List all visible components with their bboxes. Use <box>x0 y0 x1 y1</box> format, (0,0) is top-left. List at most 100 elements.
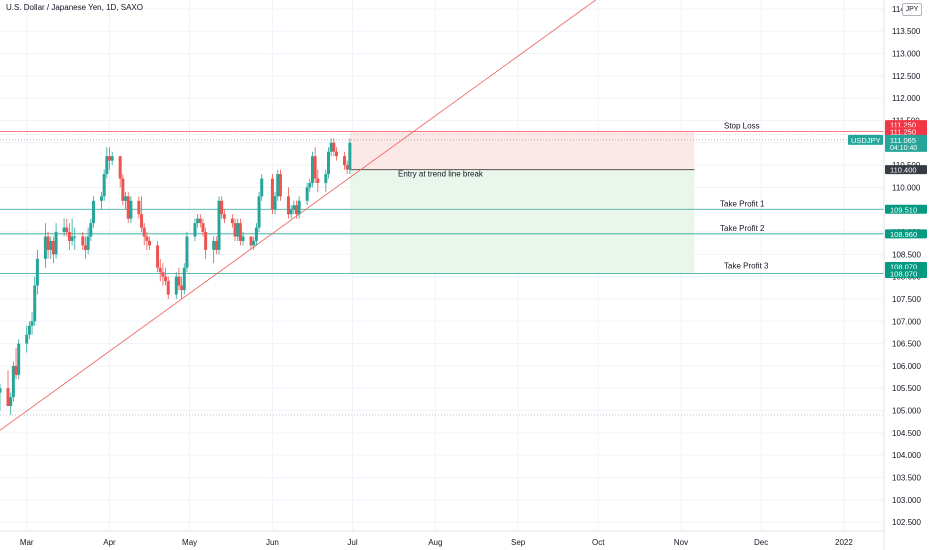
candle-body <box>324 174 328 183</box>
time-tick-label: Aug <box>428 538 442 547</box>
candle-body <box>54 232 58 255</box>
candle-body <box>305 187 309 201</box>
take-profit-3-badge <box>885 269 927 279</box>
candle-body <box>148 240 152 246</box>
take-profit-1-badge-text: 109.510 <box>890 205 917 214</box>
candle-body <box>107 156 111 161</box>
candle-body <box>273 196 277 210</box>
price-tick-label: 104.500 <box>892 429 921 438</box>
candle-body <box>249 236 253 246</box>
time-tick-label: Jun <box>266 538 279 547</box>
candle-body <box>62 227 66 233</box>
candle-body <box>329 142 333 152</box>
candle-body <box>105 156 109 175</box>
candle-body <box>238 223 242 241</box>
take-profit-3-label: Take Profit 3 <box>724 262 769 271</box>
candle-body <box>33 285 37 322</box>
price-tick-label: 105.500 <box>892 384 921 393</box>
candle-body <box>310 156 314 183</box>
candle-body <box>118 156 122 179</box>
candle-body <box>158 267 162 273</box>
candle-body <box>204 232 208 250</box>
take-profit-3-top-badge-text: 108.070 <box>890 263 917 272</box>
candle-body <box>11 365 15 398</box>
current-price-text: 111.065 <box>890 136 916 145</box>
candle-body <box>126 196 130 219</box>
candle-body <box>30 321 34 326</box>
candle-body <box>196 218 200 224</box>
stop-loss-badge-text: 111.250 <box>890 128 916 137</box>
candle-body <box>166 281 170 295</box>
candle-body <box>220 200 224 215</box>
candle-body <box>174 276 178 295</box>
candle-body <box>313 156 317 179</box>
candle-body <box>73 236 77 238</box>
price-tick-label: 104.000 <box>892 451 921 460</box>
candle-body <box>177 276 181 286</box>
candle-body <box>241 236 245 241</box>
candle-body <box>332 142 336 152</box>
stop-loss-label: Stop Loss <box>724 122 760 131</box>
candle-body <box>89 223 93 237</box>
candle-body <box>0 388 2 393</box>
time-tick-label: Sep <box>511 538 526 547</box>
candle-body <box>81 236 85 246</box>
candle-body <box>335 151 339 157</box>
level-lines <box>0 131 884 416</box>
price-tick-label: 106.000 <box>892 362 921 371</box>
time-tick-label: May <box>182 538 197 547</box>
entry-label: Entry at trend line break <box>398 170 484 179</box>
candle-body <box>278 174 282 197</box>
candle-body <box>17 343 21 375</box>
time-tick-label: Nov <box>674 538 688 547</box>
symbol-badge <box>848 134 883 145</box>
candle-body <box>164 276 168 282</box>
level-labels: Stop Loss Entry at trend line break Take P… <box>398 122 769 271</box>
price-tick-label: 113.500 <box>892 27 921 36</box>
candle-body <box>292 205 296 210</box>
candle-body <box>326 151 330 175</box>
time-tick-label: 2022 <box>835 538 853 547</box>
time-tick-label: Oct <box>592 538 605 547</box>
price-tick-label: 108.500 <box>892 250 921 259</box>
candle-body <box>316 178 320 183</box>
candles <box>0 138 352 415</box>
price-tick-label: 105.000 <box>892 407 921 416</box>
candle-body <box>145 236 149 241</box>
take-profit-3-top-badge <box>885 262 927 272</box>
position-zones <box>349 131 695 274</box>
candle-body <box>257 196 261 228</box>
trend-line <box>0 0 596 431</box>
candle-body <box>65 227 69 233</box>
take-profit-2-label: Take Profit 2 <box>720 224 765 233</box>
symbol-badge-text: USDJPY <box>851 136 881 145</box>
candle-body <box>70 236 74 241</box>
candle-body <box>214 240 218 250</box>
candle-body <box>289 209 293 215</box>
take-profit-2-badge-text: 108.960 <box>890 230 917 239</box>
candle-body <box>83 245 87 250</box>
price-tick-label: 103.000 <box>892 496 921 505</box>
candle-body <box>161 272 165 277</box>
candle-body <box>9 397 13 407</box>
candle-body <box>140 214 144 228</box>
price-tick-label: 102.500 <box>892 518 921 527</box>
time-axis[interactable]: Mar Apr May Jun Jul Aug Sep Oct Nov Dec 2022 <box>20 538 854 547</box>
take-profit-zone <box>349 169 695 274</box>
candle-body <box>51 240 55 255</box>
take-profit-1-label: Take Profit 1 <box>720 199 765 208</box>
currency-button[interactable]: JPY <box>902 3 922 16</box>
candle-body <box>222 214 226 219</box>
candle-body <box>102 174 106 197</box>
price-tick-label: 110.000 <box>892 183 921 192</box>
stop-loss-top-badge <box>885 120 927 130</box>
entry-badge-text: 110.400 <box>890 166 917 175</box>
candle-body <box>6 388 10 407</box>
candle-body <box>217 200 221 250</box>
time-tick-label: Jul <box>347 538 357 547</box>
candle-body <box>230 218 234 224</box>
candle-body <box>294 205 298 215</box>
candle-body <box>348 142 352 170</box>
time-tick-label: Apr <box>103 538 116 547</box>
